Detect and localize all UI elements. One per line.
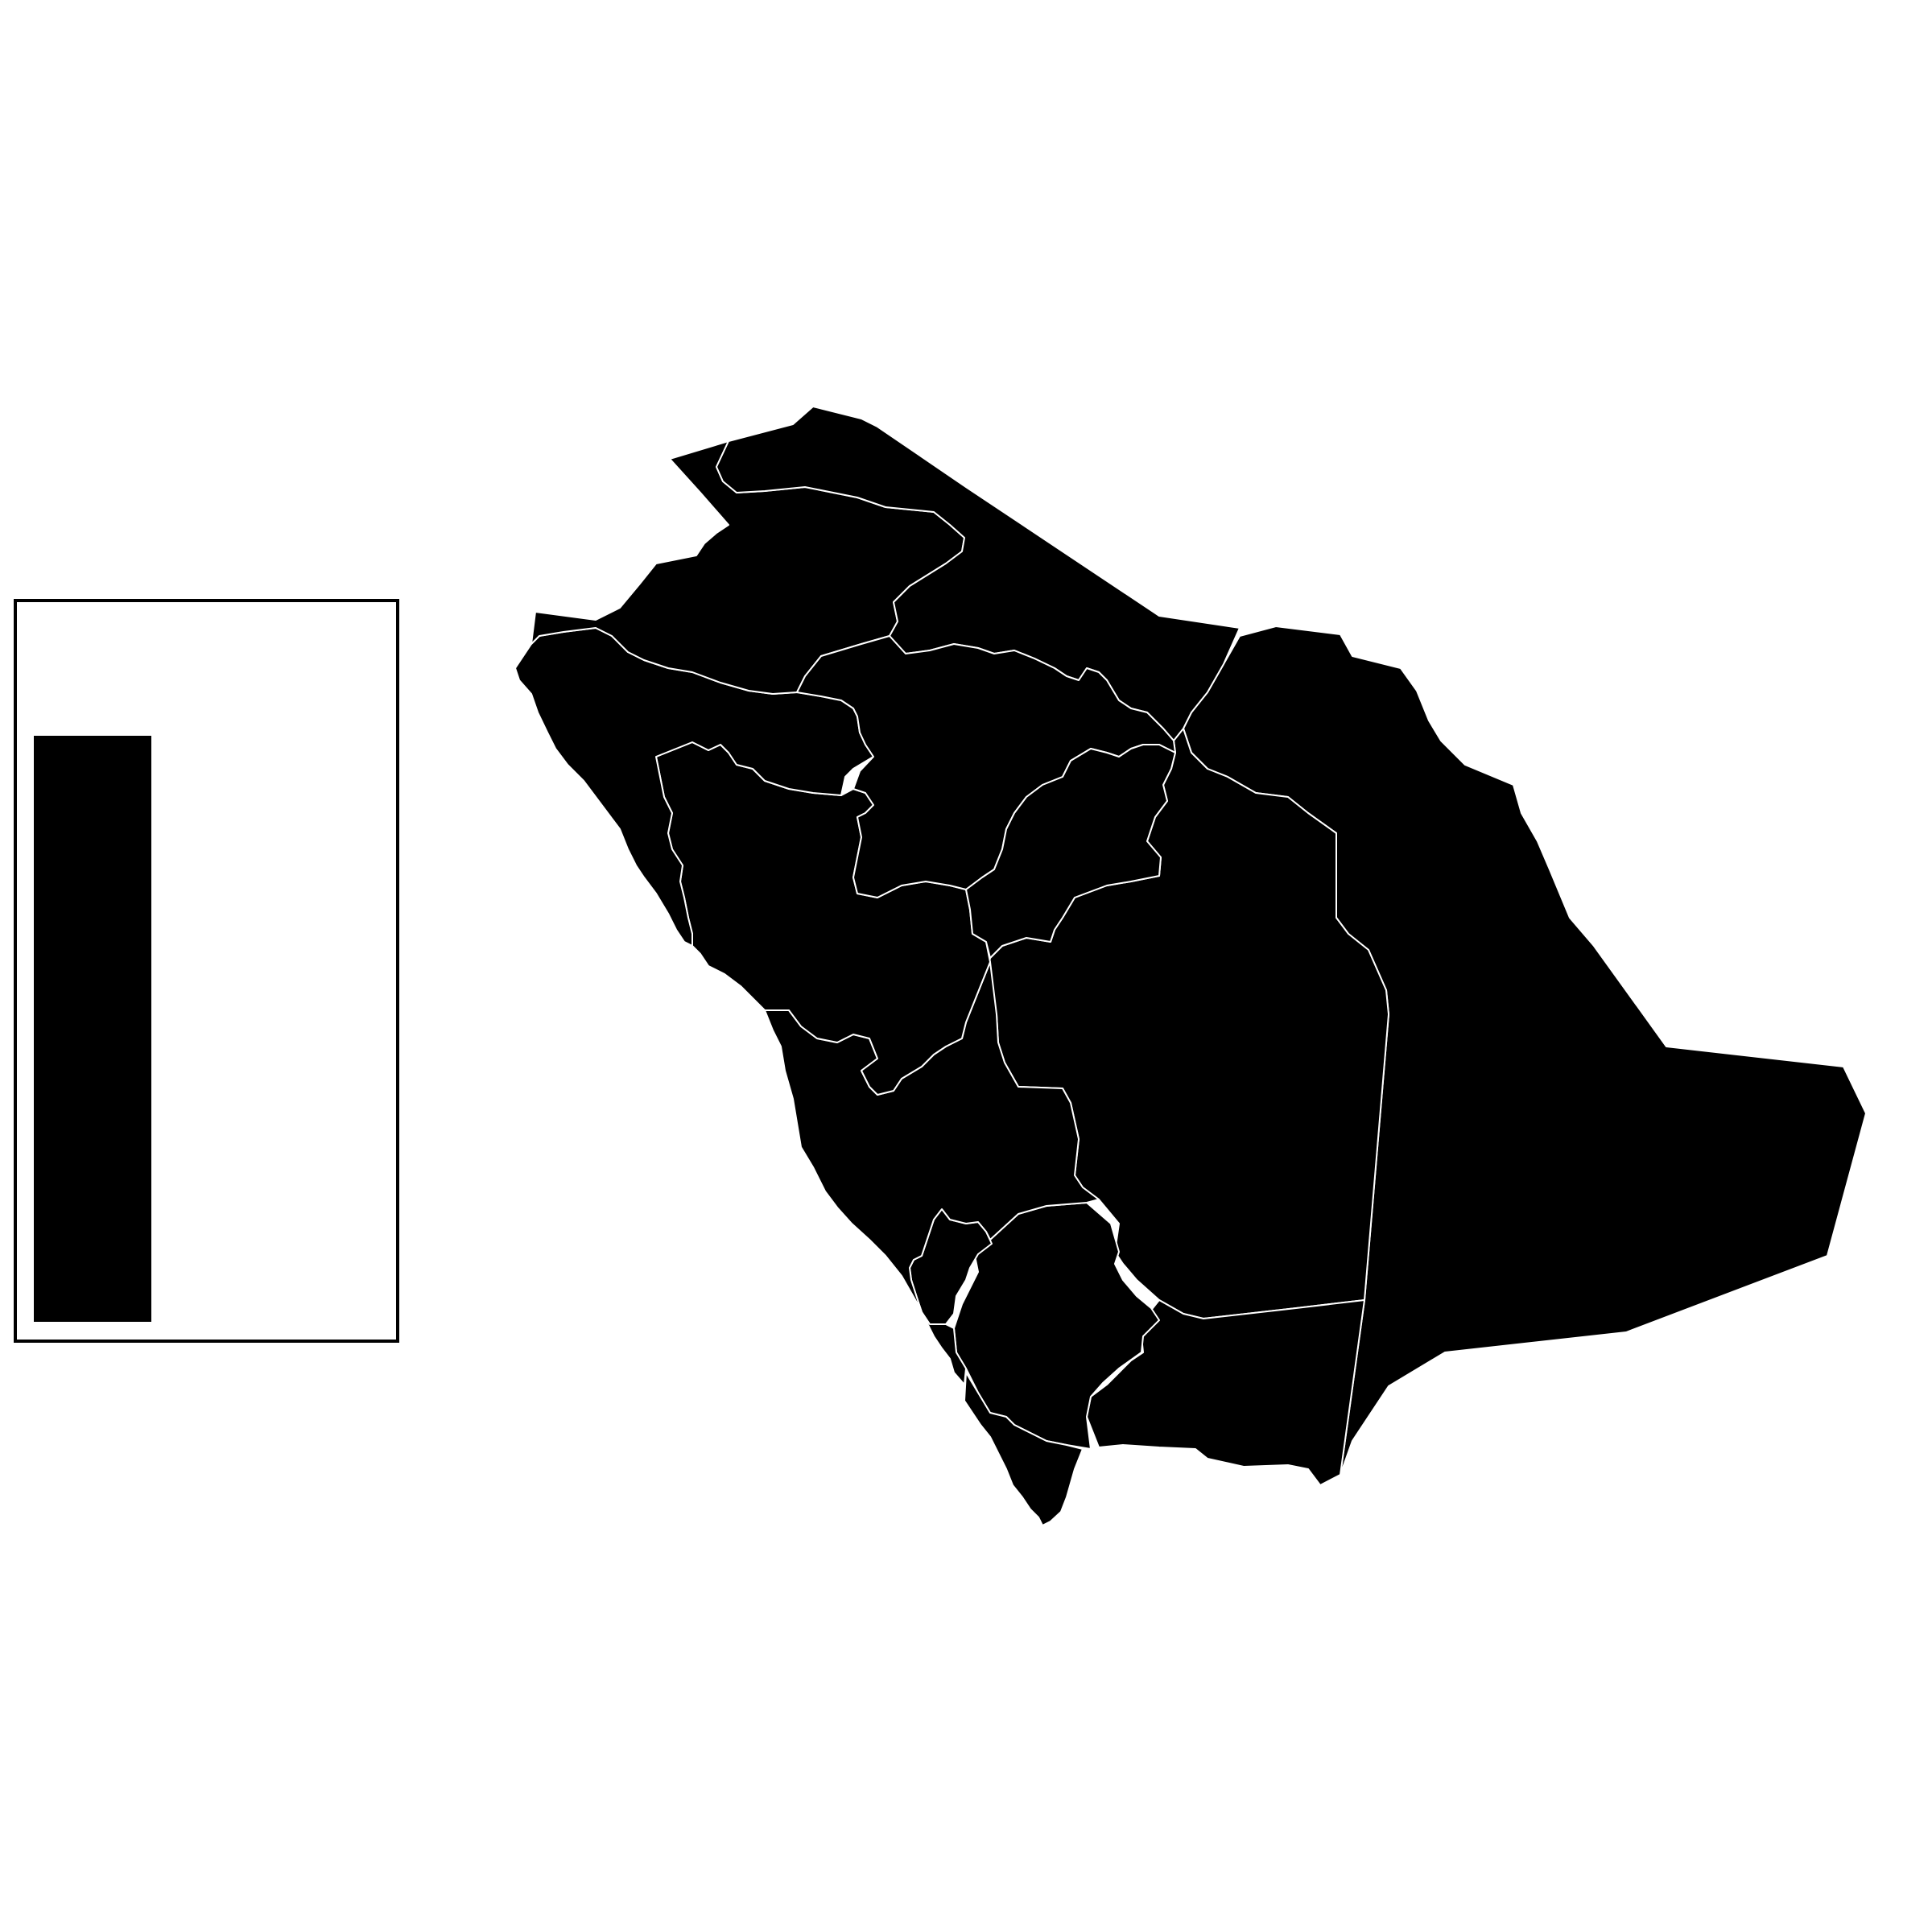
legend (14, 599, 399, 1343)
map-regions (514, 406, 1867, 1526)
legend-colorbar (34, 736, 151, 1322)
region-jazan (964, 1372, 1084, 1526)
region-al-qassim (965, 744, 1176, 959)
